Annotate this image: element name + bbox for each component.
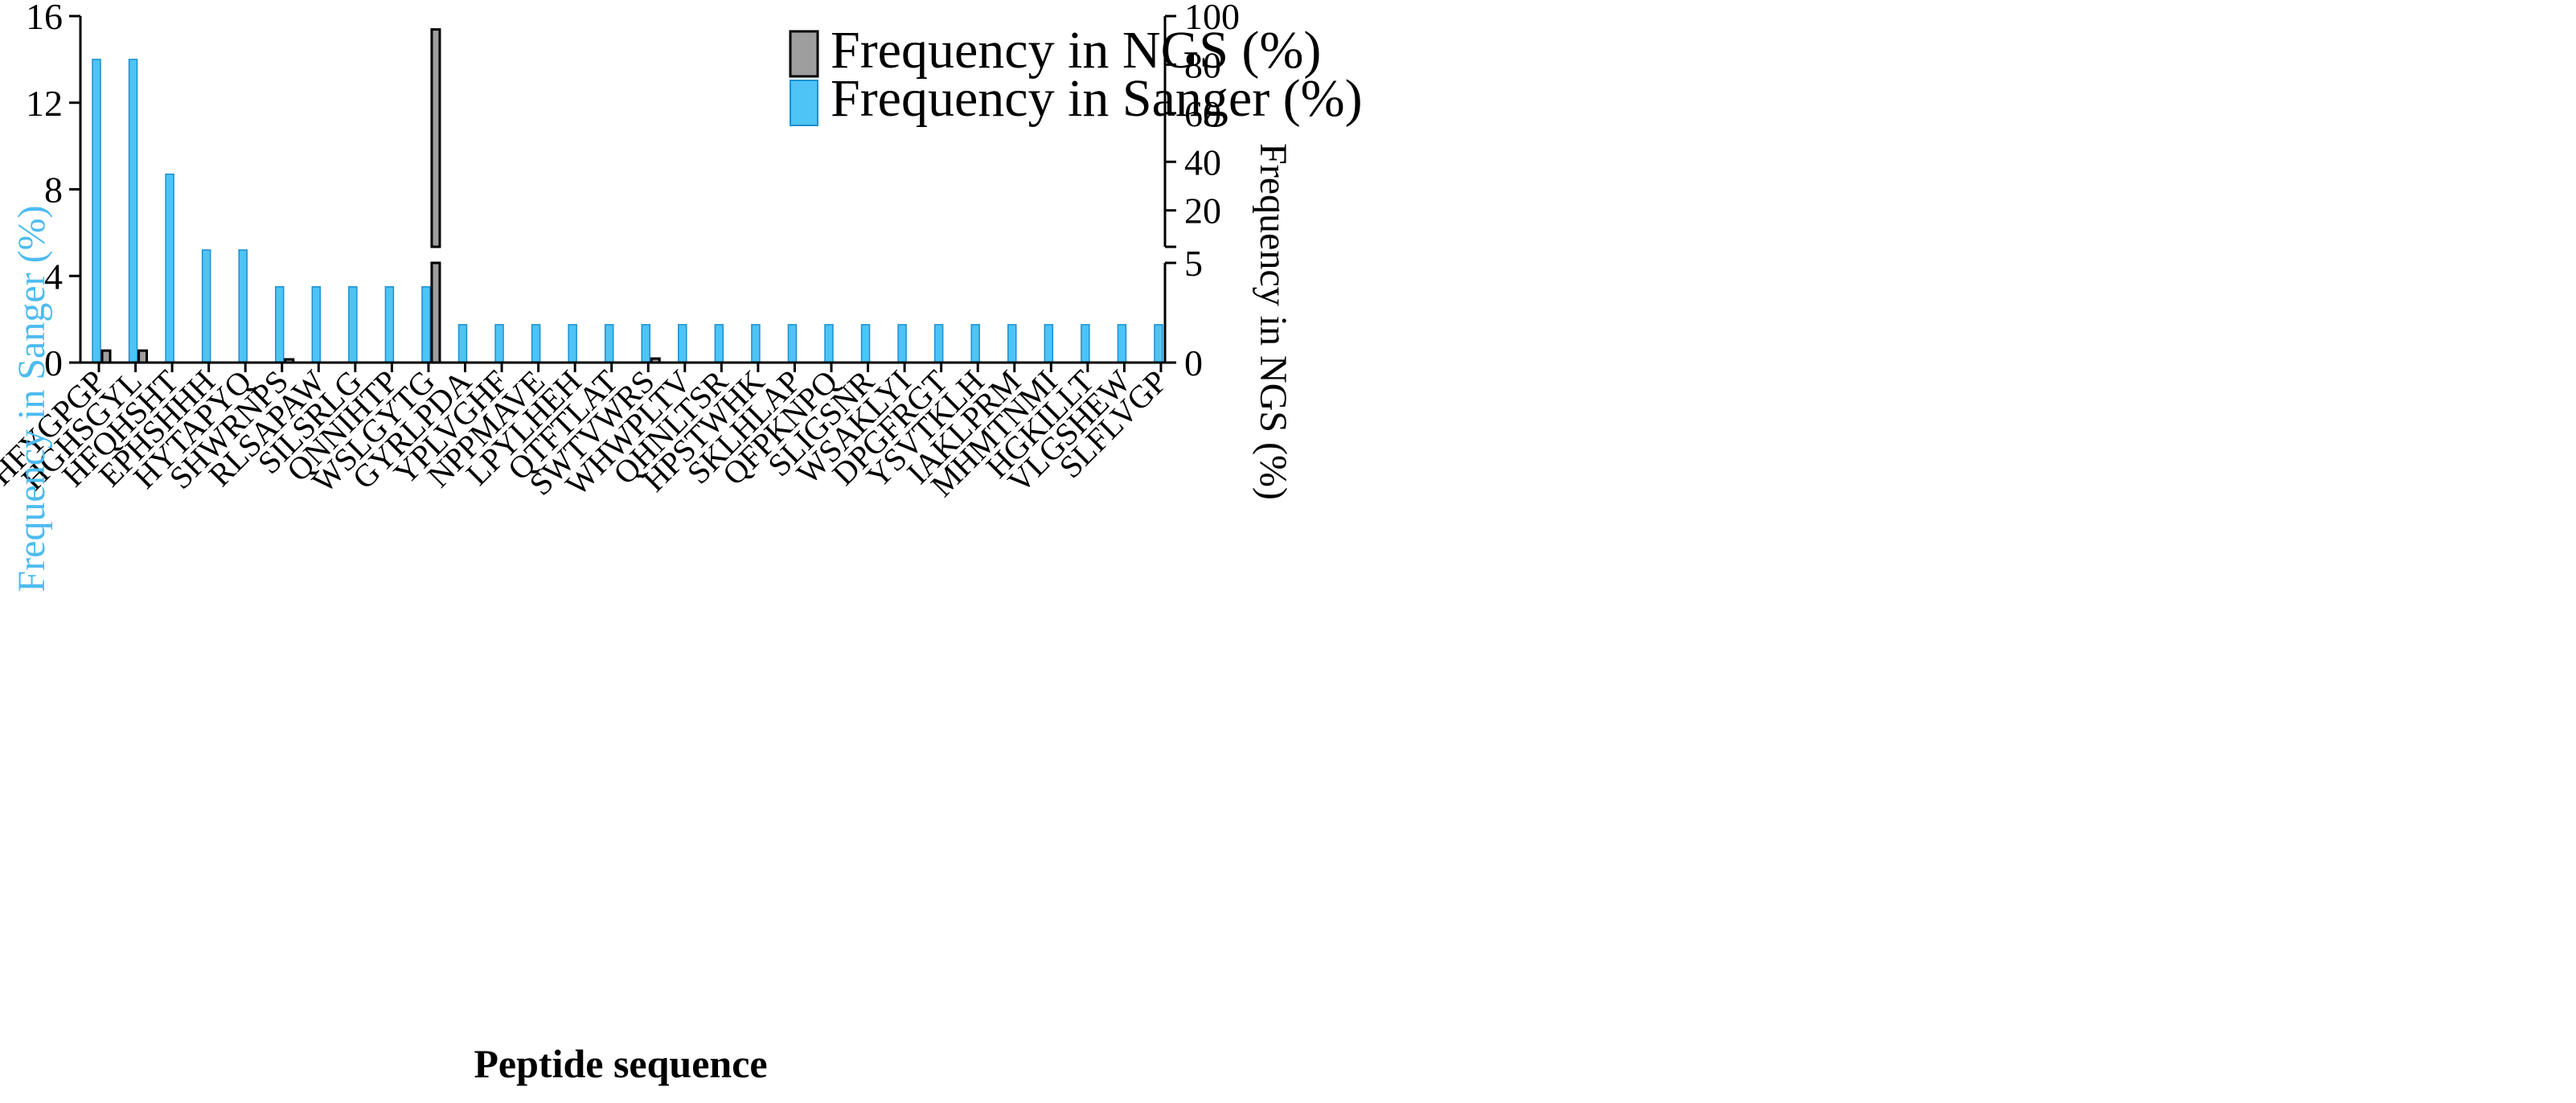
y-axis-label-left: Frequency in Sanger (%) — [10, 205, 53, 592]
x-axis-label: Peptide sequence — [474, 1041, 767, 1086]
legend-label-ngs: Frequency in NGS (%) — [831, 21, 1321, 80]
labels-layer: Frequency in Sanger (%) Frequency in NGS… — [10, 143, 1294, 1086]
sanger-bar-SHWRNPS — [275, 285, 285, 363]
ngs-bar-HGHSGYL — [137, 349, 149, 364]
y-tick-label-right: 5 — [1184, 243, 1203, 284]
y-tick-label-left: 16 — [26, 0, 63, 37]
sanger-bar-SLIGSNR — [860, 324, 871, 363]
sanger-bar-GYRLPDA — [457, 324, 468, 363]
sanger-bar-EPHSHHH — [201, 249, 211, 363]
y-axis-label-right: Frequency in NGS (%) — [1252, 143, 1294, 500]
sanger-bar-QHNLTSR — [714, 324, 724, 363]
sanger-bar-SWTVWRS — [641, 324, 650, 363]
y-tick-label-left: 4 — [44, 256, 63, 297]
legend-swatch-ngs — [789, 30, 819, 78]
sanger-bar-HFQHSHT — [165, 173, 174, 363]
legend: Frequency in NGS (%) Frequency in Sanger… — [789, 21, 1363, 128]
y-tick-label-right: 40 — [1184, 141, 1221, 182]
sanger-bar-NPPMAVE — [531, 324, 541, 363]
ngs-bar-WSLGYTG-lower — [430, 261, 441, 364]
sanger-bar-WSAKLYI — [897, 324, 907, 363]
y-tick-label-right: 80 — [1184, 44, 1221, 85]
sanger-bar-SKLHLAP — [787, 324, 798, 363]
y-tick-label-left: 0 — [44, 342, 63, 383]
sanger-bar-VLGSHEW — [1117, 324, 1127, 363]
y-tick-label-right: 20 — [1184, 191, 1221, 232]
sanger-bar-QTFTLAT — [604, 324, 614, 363]
sanger-bar-MHMTNMI — [1044, 324, 1054, 363]
y-tick-label-right: 100 — [1184, 0, 1240, 37]
sanger-bar-IAKLPRM — [1007, 324, 1017, 363]
sanger-bar-HYTAPYQ — [238, 249, 248, 363]
sanger-bar-YPLVGHF — [494, 324, 504, 363]
sanger-bar-LPYLHEH — [568, 324, 577, 363]
sanger-bar-WSLGYTG — [421, 285, 431, 363]
sanger-bar-SILSRLG — [348, 285, 358, 363]
sanger-bar-WHWPLTV — [678, 324, 687, 363]
y-tick-label-left: 12 — [26, 83, 63, 124]
sanger-bar-YSVTKLH — [970, 324, 980, 363]
sanger-bar-QFPKNPQ — [824, 324, 834, 363]
bars-layer — [92, 28, 1163, 364]
ngs-bar-HFYGPGP — [100, 349, 112, 364]
sanger-bar-QNNIHTP — [384, 285, 395, 363]
legend-label-sanger: Frequency in Sanger (%) — [831, 69, 1363, 128]
y-tick-label-left: 8 — [44, 170, 63, 211]
legend-swatch-sanger — [790, 80, 818, 126]
sanger-bar-SLFLVGP — [1154, 324, 1163, 363]
sanger-bar-HFYGPGP — [92, 59, 101, 363]
sanger-bar-HGHSGYL — [128, 59, 138, 363]
ngs-bar-WSLGYTG-upper — [430, 28, 441, 248]
sanger-bar-HGKILLT — [1081, 324, 1090, 363]
sanger-bar-DPGFRGT — [933, 324, 944, 363]
y-tick-label-right: 0 — [1184, 342, 1203, 383]
y-tick-label-right: 60 — [1184, 93, 1221, 134]
sanger-bar-HPSTWHK — [751, 324, 761, 363]
sanger-bar-RLSAPAW — [311, 285, 322, 363]
